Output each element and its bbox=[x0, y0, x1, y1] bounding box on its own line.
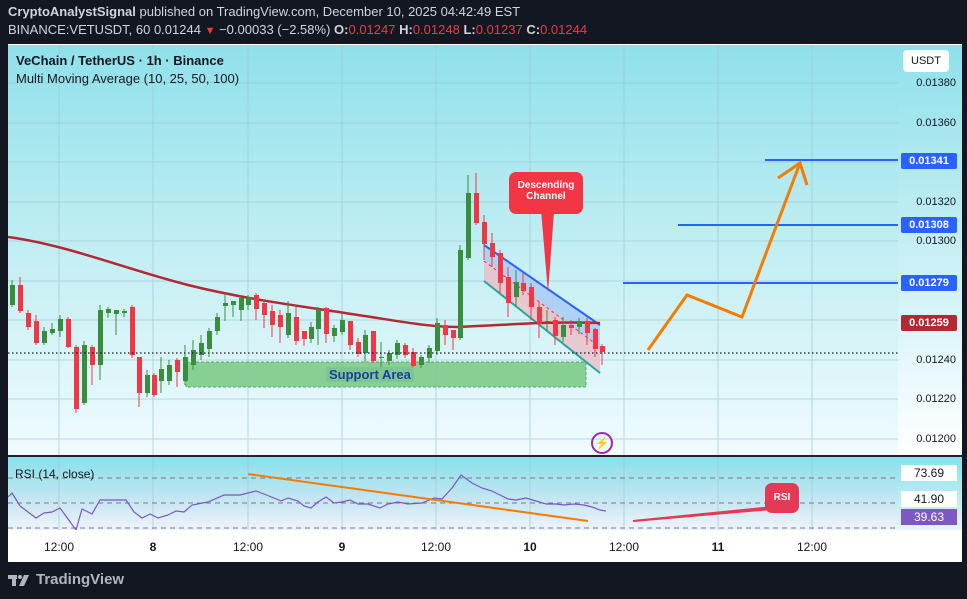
price-tick: 0.01360 bbox=[916, 117, 956, 129]
indicator-legend[interactable]: Multi Moving Average (10, 25, 50, 100) bbox=[16, 71, 240, 86]
close-label: C: bbox=[526, 22, 541, 37]
chart-title[interactable]: VeChain / TetherUS · 1h · Binance bbox=[16, 53, 224, 68]
rsi-current-value: 39.63 bbox=[901, 509, 957, 525]
low-label: L: bbox=[463, 22, 476, 37]
channel-upper-line bbox=[483, 244, 601, 326]
price-tick: 0.01300 bbox=[916, 235, 956, 247]
time-label: 12:00 bbox=[420, 540, 452, 554]
tradingview-logo-icon bbox=[8, 574, 29, 586]
channel-mid-line bbox=[483, 260, 601, 348]
time-label: 12:00 bbox=[608, 540, 640, 554]
high-value: 0.01248 bbox=[412, 22, 460, 37]
callout-line-1: Descending bbox=[517, 180, 575, 191]
price-tick: 0.01240 bbox=[916, 354, 956, 366]
rsi-legend[interactable]: RSI (14, close) bbox=[15, 467, 95, 481]
pane-divider[interactable] bbox=[8, 455, 962, 457]
price-tick: 0.01220 bbox=[916, 393, 956, 405]
brand-name: TradingView bbox=[36, 571, 125, 588]
rsi-callout-pointer bbox=[633, 505, 783, 522]
descending-channel-callout: Descending Channel bbox=[509, 172, 583, 214]
time-label: 12:00 bbox=[796, 540, 828, 554]
target-badge-1: 0.01341 bbox=[901, 153, 957, 169]
channel-lower-line bbox=[483, 280, 601, 374]
time-label: 12:00 bbox=[43, 540, 75, 554]
rsi-level-middle: 41.90 bbox=[901, 491, 957, 507]
last-price: 0.01244 bbox=[153, 22, 201, 37]
moving-average-line bbox=[8, 235, 601, 329]
support-area-label: Support Area bbox=[326, 367, 414, 382]
time-label: 8 bbox=[149, 540, 157, 554]
projection-arrowhead bbox=[777, 160, 809, 186]
rsi-trendline bbox=[247, 473, 589, 522]
price-tick: 0.01200 bbox=[916, 433, 956, 445]
time-label: 10 bbox=[523, 540, 537, 554]
lightning-event-icon[interactable]: ⚡ bbox=[591, 432, 613, 454]
symbol-info: BINANCE:VETUSDT, 60 0.01244 ▼ −0.00033 (… bbox=[8, 22, 587, 37]
rsi-chart-svg bbox=[8, 457, 898, 530]
publish-text: published on TradingView.com, December 1… bbox=[139, 4, 521, 19]
projection-path bbox=[646, 162, 802, 351]
high-label: H: bbox=[399, 22, 413, 37]
main-price-pane[interactable]: VeChain / TetherUS · 1h · Binance Multi … bbox=[8, 45, 898, 455]
target-badge-3: 0.01279 bbox=[901, 275, 957, 291]
currency-button[interactable]: USDT bbox=[903, 50, 949, 72]
price-tick: 0.01380 bbox=[916, 77, 956, 89]
price-tick: 0.01320 bbox=[916, 196, 956, 208]
time-label: 12:00 bbox=[232, 540, 264, 554]
rsi-pane[interactable]: RSI (14, close) RSI bbox=[8, 457, 898, 530]
rsi-callout: RSI bbox=[765, 483, 799, 513]
rsi-axis[interactable]: 73.69 41.90 39.63 bbox=[898, 457, 962, 530]
ma-price-badge: 0.01259 bbox=[901, 315, 957, 331]
author-name[interactable]: CryptoAnalystSignal bbox=[8, 4, 136, 19]
tradingview-logo[interactable]: TradingView bbox=[8, 571, 124, 588]
time-axis[interactable]: 12:00 8 12:00 9 12:00 10 12:00 11 12:00 bbox=[8, 530, 962, 562]
open-value: 0.01247 bbox=[348, 22, 396, 37]
price-change: −0.00033 (−2.58%) bbox=[219, 22, 331, 37]
price-chart-svg bbox=[8, 45, 898, 455]
price-axis[interactable]: USDT 0.01380 0.01360 0.01320 0.01300 0.0… bbox=[898, 45, 962, 455]
callout-line-2: Channel bbox=[526, 191, 566, 202]
publish-info: CryptoAnalystSignal published on Trading… bbox=[8, 4, 520, 19]
low-value: 0.01237 bbox=[475, 22, 523, 37]
target-badge-2: 0.01308 bbox=[901, 217, 957, 233]
close-value: 0.01244 bbox=[540, 22, 588, 37]
open-label: O: bbox=[334, 22, 349, 37]
rsi-line bbox=[8, 474, 607, 530]
grid-lines bbox=[8, 45, 898, 455]
callout-pointer bbox=[540, 198, 555, 293]
candles bbox=[10, 173, 605, 413]
down-triangle-icon: ▼ bbox=[204, 25, 216, 37]
time-label: 9 bbox=[338, 540, 346, 554]
rsi-level-upper: 73.69 bbox=[901, 465, 957, 481]
time-label: 11 bbox=[711, 540, 725, 554]
symbol-name: BINANCE:VETUSDT, 60 bbox=[8, 22, 151, 37]
